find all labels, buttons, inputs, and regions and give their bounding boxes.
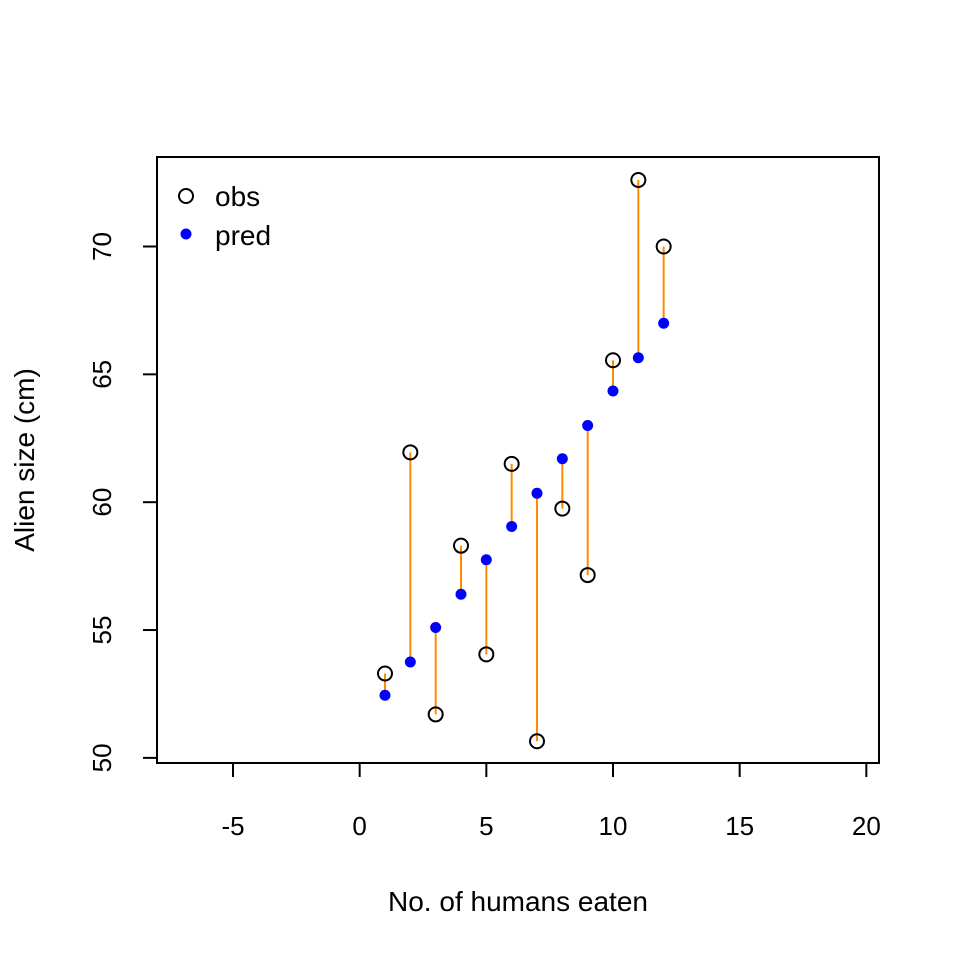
obs-point — [655, 238, 672, 255]
y-tick-label: 60 — [87, 488, 117, 517]
obs-point — [554, 500, 571, 517]
data-points — [377, 172, 672, 750]
pred-point — [632, 352, 644, 364]
x-tick-label: -5 — [221, 811, 244, 841]
pred-point — [379, 689, 391, 701]
y-tick-label: 70 — [87, 232, 117, 261]
x-tick-label: 10 — [599, 811, 628, 841]
obs-point — [605, 352, 621, 369]
x-tick-label: 15 — [725, 811, 754, 841]
legend-pred-label: pred — [215, 220, 271, 251]
y-axis-title: Alien size (cm) — [9, 368, 40, 552]
obs-point — [579, 567, 596, 584]
obs-point — [478, 646, 495, 663]
obs-point — [503, 455, 520, 472]
pred-point — [556, 453, 568, 465]
obs-point — [630, 172, 647, 189]
pred-point — [531, 487, 543, 499]
x-tick-label: 0 — [352, 811, 366, 841]
y-tick-label: 50 — [87, 743, 117, 772]
y-axis: 50 55 60 65 70 — [87, 232, 158, 772]
pred-point — [430, 621, 442, 633]
y-tick-label: 65 — [87, 360, 117, 389]
pred-point — [404, 656, 416, 668]
x-tick-label: 5 — [479, 811, 493, 841]
obs-point — [427, 706, 444, 723]
legend-obs-label: obs — [215, 181, 260, 212]
obs-point — [529, 733, 545, 750]
legend-pred-marker — [180, 228, 192, 240]
pred-point — [658, 317, 670, 329]
residual-lines — [384, 180, 665, 742]
obs-point — [377, 665, 393, 682]
legend-obs-marker — [178, 188, 194, 204]
legend: obs pred — [178, 181, 271, 251]
pred-point — [607, 385, 619, 397]
pred-point — [506, 520, 518, 532]
obs-point — [402, 444, 419, 461]
y-tick-label: 55 — [87, 616, 117, 645]
pred-point — [582, 419, 594, 431]
obs-point — [453, 537, 469, 554]
x-axis-title: No. of humans eaten — [388, 886, 648, 917]
x-axis: -5 0 5 10 15 20 — [221, 762, 881, 841]
x-tick-label: 20 — [852, 811, 881, 841]
pred-point — [455, 588, 467, 600]
pred-point — [480, 554, 492, 566]
